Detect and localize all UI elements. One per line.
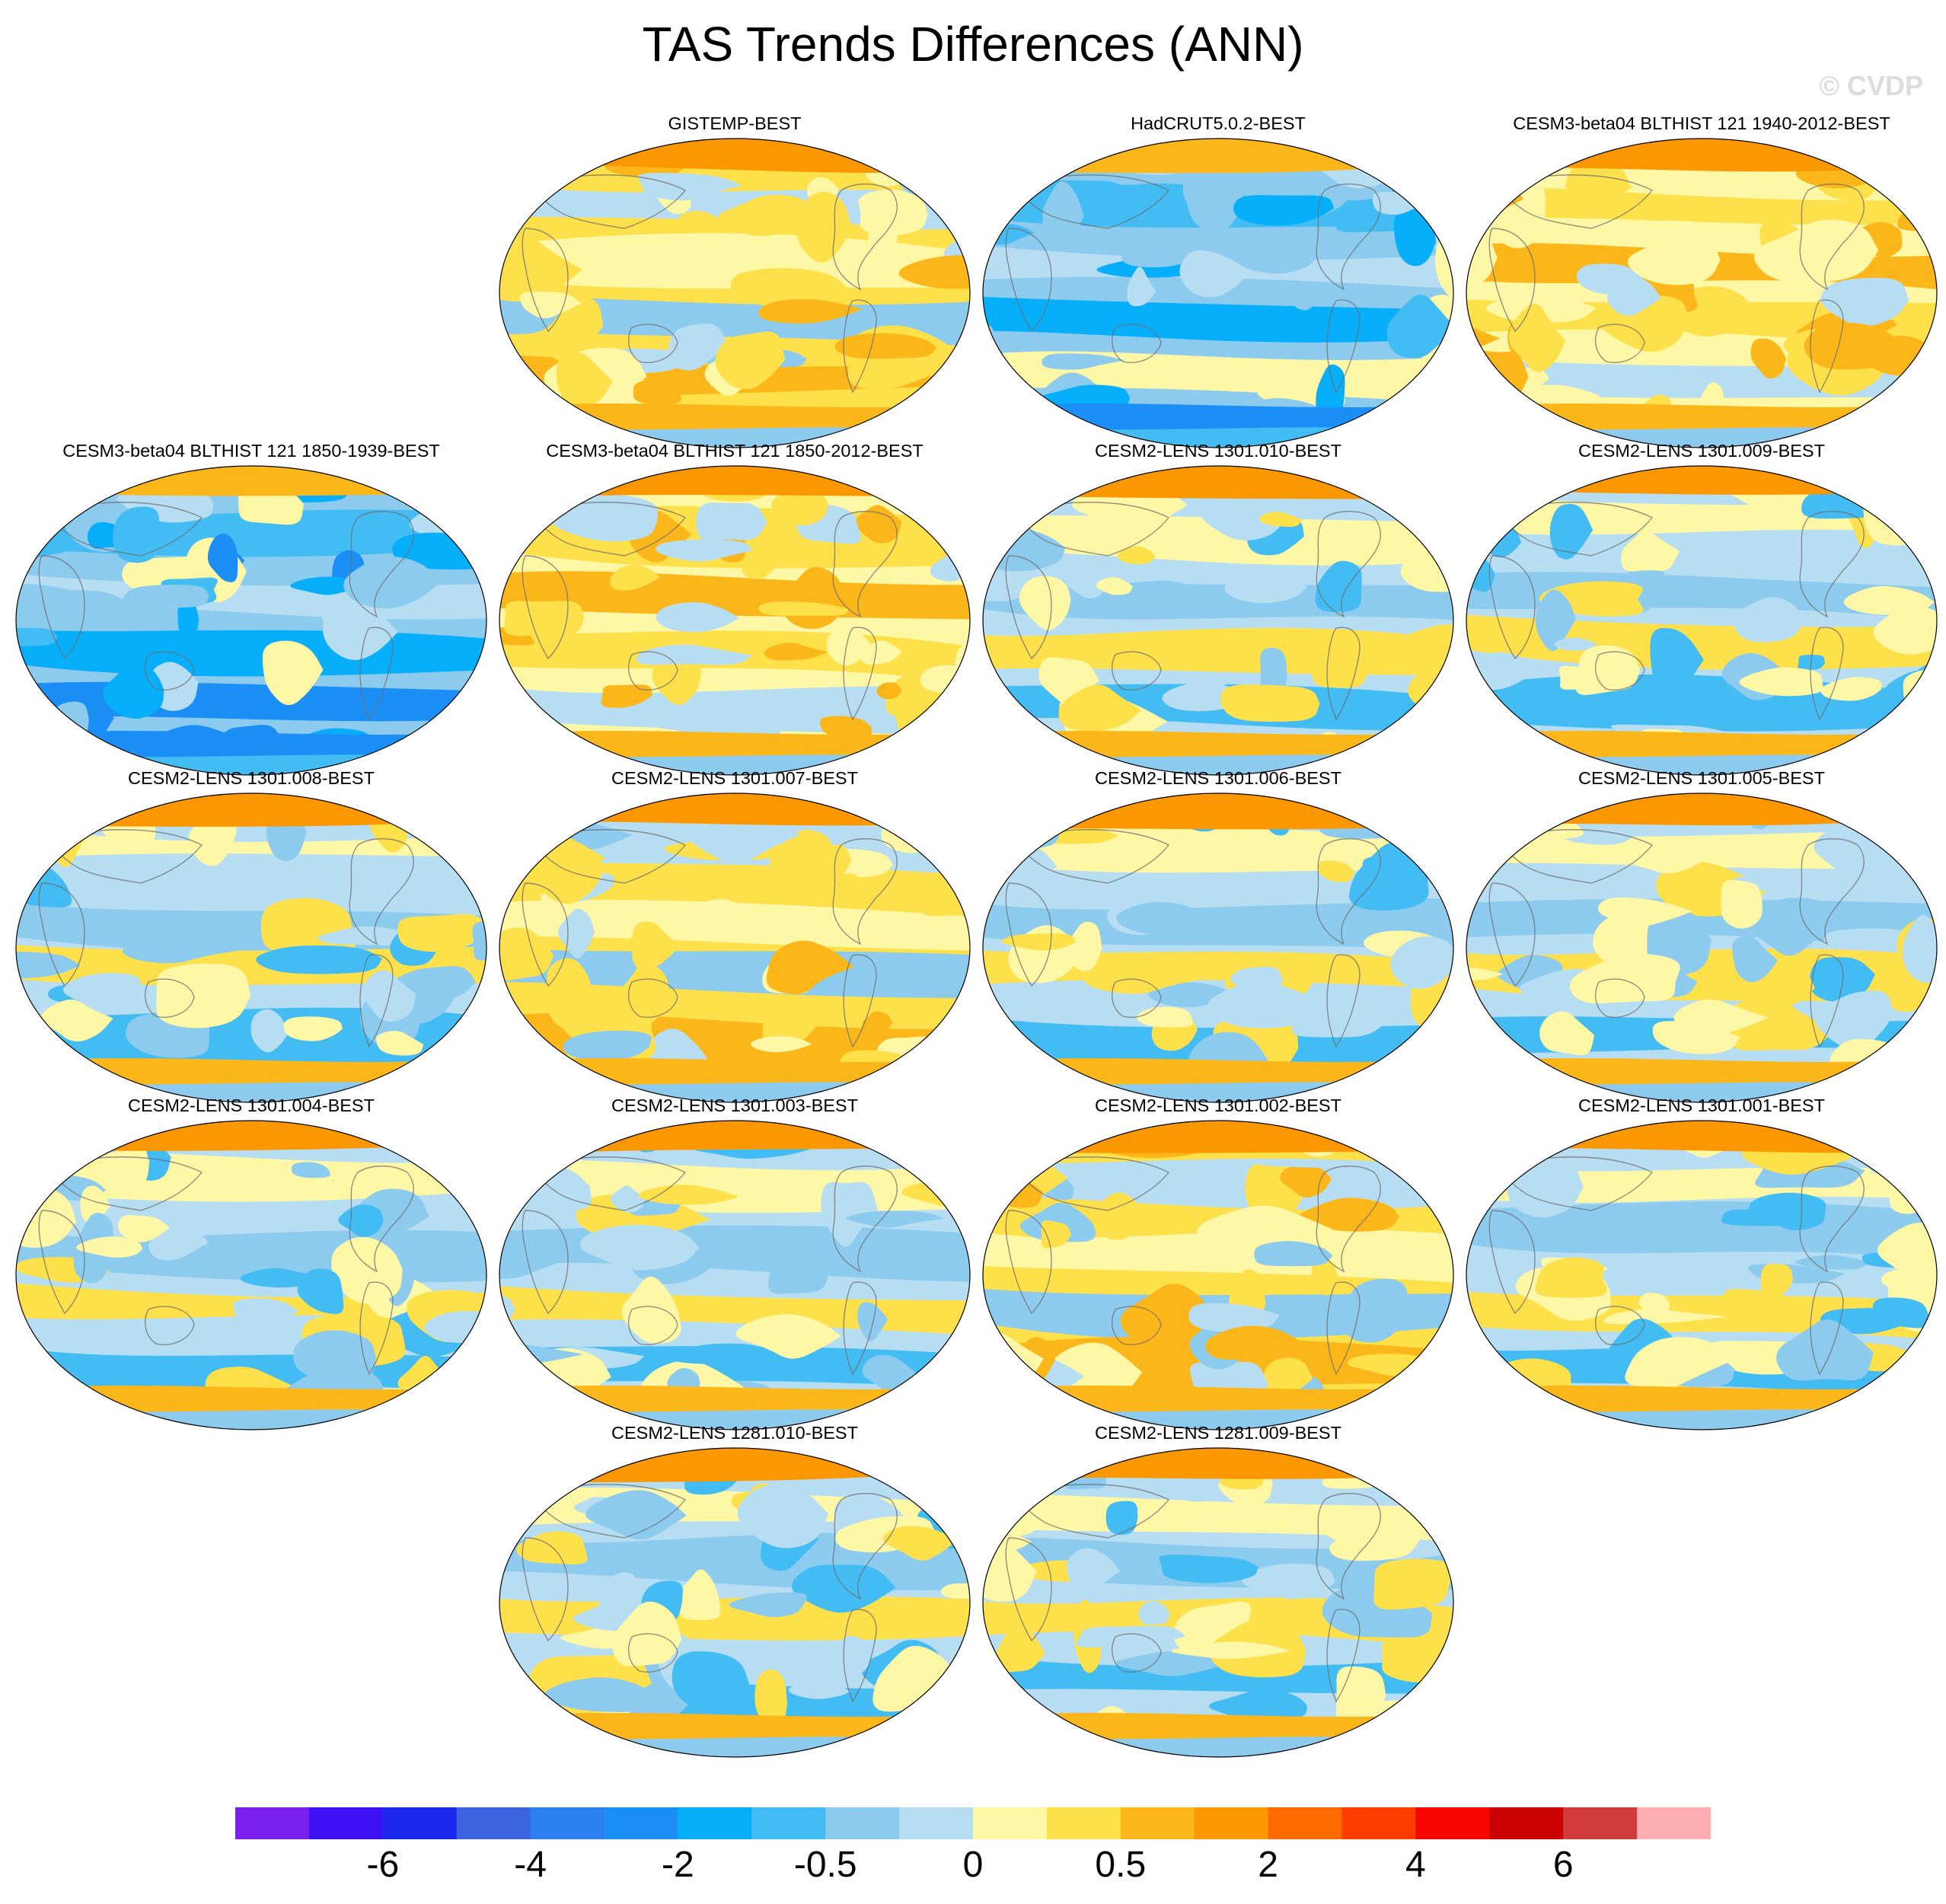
colorbar-swatch — [1637, 1807, 1711, 1839]
robinson-map — [15, 465, 487, 776]
map-panel-title: CESM2-LENS 1281.010-BEST — [611, 1423, 858, 1443]
robinson-map — [499, 1447, 971, 1758]
map-panel: CESM2-LENS 1301.002-BEST — [978, 1095, 1458, 1430]
colorbar-swatch — [751, 1807, 826, 1839]
colorbar-swatch — [456, 1807, 531, 1839]
colorbar-swatch — [235, 1807, 310, 1839]
map-panel-title: CESM2-LENS 1281.009-BEST — [1095, 1423, 1341, 1443]
map-panel: CESM2-LENS 1301.009-BEST — [1462, 440, 1941, 776]
robinson-map — [15, 793, 487, 1103]
robinson-map — [499, 138, 971, 448]
map-panel-title: CESM2-LENS 1301.003-BEST — [611, 1096, 858, 1115]
robinson-map — [499, 1120, 971, 1430]
colorbar — [235, 1807, 1711, 1839]
colorbar-swatch — [604, 1807, 678, 1839]
colorbar-swatch — [530, 1807, 605, 1839]
colorbar-swatch — [678, 1807, 752, 1839]
map-panel: CESM2-LENS 1301.004-BEST — [11, 1095, 491, 1430]
map-panel: GISTEMP-BEST — [495, 113, 975, 448]
colorbar-tick-label: 4 — [1405, 1845, 1426, 1885]
map-panel: CESM2-LENS 1301.003-BEST — [495, 1095, 975, 1430]
colorbar-swatch — [1194, 1807, 1269, 1839]
robinson-map — [1466, 138, 1938, 448]
map-panel-title: CESM2-LENS 1301.002-BEST — [1095, 1096, 1341, 1115]
map-panel-title: CESM2-LENS 1301.006-BEST — [1095, 768, 1341, 788]
robinson-map — [982, 138, 1454, 448]
map-panel-title: CESM2-LENS 1301.004-BEST — [128, 1096, 375, 1115]
map-panel: CESM2-LENS 1301.008-BEST — [11, 767, 491, 1103]
map-panel-title: CESM3-beta04 BLTHIST 121 1850-2012-BEST — [546, 441, 924, 461]
colorbar-swatch — [308, 1807, 384, 1839]
robinson-map — [1466, 793, 1938, 1103]
colorbar-swatch — [1268, 1807, 1342, 1839]
map-panel: CESM2-LENS 1301.001-BEST — [1462, 1095, 1941, 1430]
colorbar-swatch — [899, 1807, 974, 1839]
map-panel: CESM2-LENS 1301.007-BEST — [495, 767, 975, 1103]
robinson-map — [982, 793, 1454, 1103]
robinson-map — [499, 465, 971, 776]
colorbar-tick-label: -4 — [514, 1845, 547, 1885]
map-panel-title: CESM2-LENS 1301.009-BEST — [1578, 441, 1825, 461]
colorbar-swatch — [825, 1807, 900, 1839]
map-panel-title: GISTEMP-BEST — [668, 113, 802, 133]
robinson-map — [499, 793, 971, 1103]
colorbar-swatch — [1341, 1807, 1416, 1839]
figure-title: TAS Trends Differences (ANN) — [642, 17, 1304, 72]
colorbar-labels: -6 -4 -2 -0.5 0 0.5 2 4 6 — [235, 1842, 1711, 1896]
colorbar-tick-label: -0.5 — [793, 1845, 857, 1885]
colorbar-swatch — [1120, 1807, 1195, 1839]
cvdp-watermark: © CVDP — [1819, 70, 1923, 101]
map-panel-title: CESM2-LENS 1301.010-BEST — [1095, 441, 1341, 461]
colorbar-swatch — [1563, 1807, 1638, 1839]
colorbar-swatch — [973, 1807, 1048, 1839]
map-panel: CESM3-beta04 BLTHIST 121 1850-2012-BEST — [495, 440, 975, 776]
colorbar-swatch — [1415, 1807, 1490, 1839]
map-panel-title: CESM2-LENS 1301.007-BEST — [611, 768, 858, 788]
colorbar-tick-label: -6 — [366, 1845, 400, 1885]
robinson-map — [982, 1120, 1454, 1430]
map-panel: CESM2-LENS 1301.005-BEST — [1462, 767, 1941, 1103]
map-panel: CESM3-beta04 BLTHIST 121 1940-2012-BEST — [1462, 113, 1941, 448]
map-panel: CESM3-beta04 BLTHIST 121 1850-1939-BEST — [11, 440, 491, 776]
map-panel-title: CESM2-LENS 1301.008-BEST — [128, 768, 375, 788]
map-panel: CESM2-LENS 1281.009-BEST — [978, 1422, 1458, 1758]
robinson-map — [982, 465, 1454, 776]
robinson-map — [1466, 465, 1938, 776]
colorbar-swatch — [1046, 1807, 1121, 1839]
map-panel-title: HadCRUT5.0.2-BEST — [1131, 113, 1306, 133]
robinson-map — [982, 1447, 1454, 1758]
map-panel-title: CESM3-beta04 BLTHIST 121 1940-2012-BEST — [1513, 113, 1890, 133]
map-panel: HadCRUT5.0.2-BEST — [978, 113, 1458, 448]
map-panel: CESM2-LENS 1281.010-BEST — [495, 1422, 975, 1758]
map-panel: CESM2-LENS 1301.006-BEST — [978, 767, 1458, 1103]
map-panel-title: CESM2-LENS 1301.001-BEST — [1578, 1096, 1825, 1115]
colorbar-tick-label: 0.5 — [1095, 1845, 1147, 1885]
map-panel-title: CESM2-LENS 1301.005-BEST — [1578, 768, 1825, 788]
robinson-map — [15, 1120, 487, 1430]
colorbar-tick-label: 6 — [1552, 1845, 1574, 1885]
map-panel-title: CESM3-beta04 BLTHIST 121 1850-1939-BEST — [62, 441, 440, 461]
colorbar-tick-label: 0 — [962, 1845, 984, 1885]
colorbar-swatch — [382, 1807, 458, 1839]
robinson-map — [1466, 1120, 1938, 1430]
map-panel: CESM2-LENS 1301.010-BEST — [978, 440, 1458, 776]
colorbar-swatch — [1489, 1807, 1564, 1839]
colorbar-tick-label: -2 — [662, 1845, 694, 1885]
colorbar-tick-label: 2 — [1258, 1845, 1278, 1885]
